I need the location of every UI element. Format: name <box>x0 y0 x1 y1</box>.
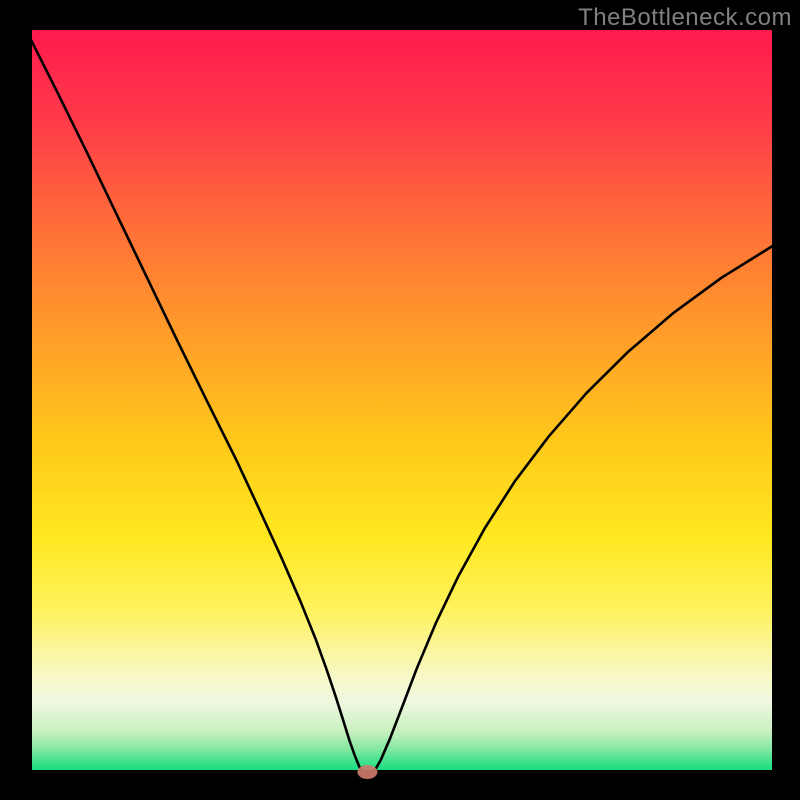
bottleneck-marker <box>357 765 377 779</box>
plot-background <box>26 30 778 776</box>
bottleneck-chart <box>0 0 800 800</box>
chart-container: TheBottleneck.com <box>0 0 800 800</box>
watermark-text: TheBottleneck.com <box>578 4 792 32</box>
